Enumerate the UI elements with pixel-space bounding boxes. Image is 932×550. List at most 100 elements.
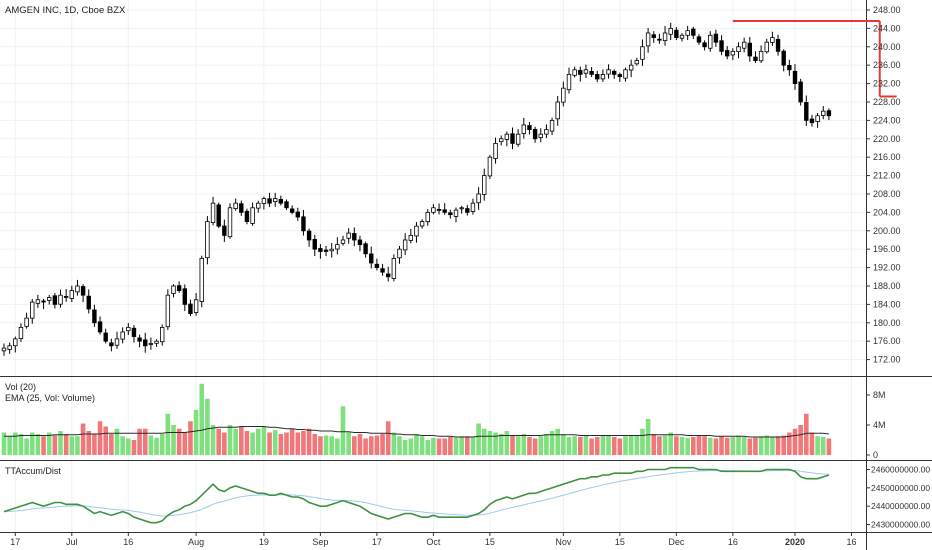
volume-bar	[798, 425, 803, 455]
candle	[758, 45, 764, 63]
candle	[448, 209, 453, 219]
candle	[233, 198, 238, 211]
volume-tick-label: 8M	[873, 390, 886, 400]
candle	[809, 114, 815, 127]
volume-bar	[453, 437, 459, 455]
candle	[645, 27, 651, 53]
candle	[826, 108, 832, 121]
resistance-line[interactable]	[732, 20, 897, 98]
ema-title[interactable]: EMA (25, Vol: Volume)	[5, 393, 95, 403]
candle	[713, 29, 719, 47]
candle	[227, 203, 233, 239]
volume-bar	[498, 434, 504, 455]
candle	[555, 95, 560, 126]
candle	[301, 209, 306, 236]
candle	[69, 285, 74, 303]
price-tick-label: 176.00	[873, 336, 901, 346]
accum-axis[interactable]: 2460000000.00 2450000000.00 2440000000.00 2…	[866, 465, 930, 530]
price-axis[interactable]: 172.00 176.00 180.00 184.00 188.00 192.00 196.…	[866, 5, 901, 365]
volume-title[interactable]: Vol (20)	[5, 382, 36, 392]
volume-bar	[227, 425, 233, 455]
volume-bar	[165, 413, 171, 455]
candle	[572, 66, 577, 78]
volume-bar	[719, 436, 724, 455]
candle	[41, 298, 46, 310]
volume-bar	[58, 431, 63, 455]
candle	[374, 258, 380, 271]
candle	[696, 34, 702, 45]
candle	[272, 192, 278, 207]
volume-bar	[312, 434, 318, 455]
volume-bar	[758, 436, 764, 455]
volume-bar	[549, 431, 555, 455]
volume-bar	[691, 437, 696, 455]
volume-bar	[380, 434, 385, 455]
volume-bar	[80, 423, 86, 455]
candle	[391, 254, 397, 282]
candle	[702, 40, 707, 51]
volume-bar	[476, 423, 481, 455]
volume-bar	[617, 438, 623, 455]
candle	[1, 343, 7, 356]
candle	[222, 219, 227, 242]
price-tick-label: 224.00	[873, 115, 901, 125]
candle	[476, 187, 481, 210]
volume-bar	[747, 438, 753, 455]
volume-bar	[374, 435, 380, 455]
volume-bar	[210, 425, 216, 455]
volume-bar	[425, 440, 431, 455]
candle	[306, 228, 312, 247]
symbol-title[interactable]: AMGEN INC, 1D, Cboe BZX	[5, 5, 126, 16]
price-tick-label: 196.00	[873, 244, 901, 254]
candle	[691, 26, 696, 40]
volume-bar	[391, 432, 397, 455]
volume-bar	[363, 438, 368, 455]
candle	[199, 255, 204, 308]
volume-bar	[159, 434, 165, 455]
accum-title[interactable]: TTAccum/Dist	[5, 466, 61, 476]
candle	[278, 195, 284, 206]
candle	[561, 81, 566, 107]
candle	[402, 233, 408, 256]
volume-bar	[826, 438, 832, 455]
candle	[510, 127, 515, 150]
candle	[120, 327, 125, 344]
candle	[470, 198, 476, 215]
accum-signal-line	[3, 469, 829, 517]
volume-bar	[97, 421, 103, 455]
volume-bar	[736, 435, 741, 455]
volume-bar	[255, 428, 261, 455]
volume-axis[interactable]: 8M 4M 0	[866, 390, 886, 460]
candle	[606, 64, 611, 79]
candle	[617, 72, 623, 82]
candle	[549, 117, 555, 136]
volume-bar	[606, 435, 611, 455]
volume-bar	[809, 432, 815, 455]
candle	[244, 208, 250, 225]
volume-bar	[205, 398, 210, 455]
price-tick-label: 192.00	[873, 263, 901, 273]
volume-bar	[352, 436, 357, 455]
candle	[708, 31, 713, 52]
volume-bar	[657, 436, 662, 455]
price-tick-label: 188.00	[873, 281, 901, 291]
volume-bar	[35, 434, 41, 455]
time-tick-label: 16	[728, 537, 738, 547]
volume-bar	[414, 434, 419, 455]
accum-tick-label: 2460000000.00	[871, 465, 930, 475]
candle	[612, 69, 617, 79]
volume-bar	[126, 438, 131, 455]
volume-bar	[792, 428, 798, 455]
candle	[165, 289, 171, 331]
candle	[741, 37, 747, 53]
candle	[318, 244, 323, 259]
volume-bars	[1, 383, 832, 455]
candle	[674, 26, 679, 41]
time-axis[interactable]: 17 Jul 16 Aug 19 Sep 17 Oct 15 Nov 15 Dec 16 2020 16	[10, 532, 857, 547]
volume-bar	[233, 428, 238, 455]
accum-tick-label: 2430000000.00	[871, 520, 930, 530]
volume-bar	[18, 434, 24, 455]
volume-bar	[250, 432, 255, 455]
volume-bar	[7, 436, 12, 455]
